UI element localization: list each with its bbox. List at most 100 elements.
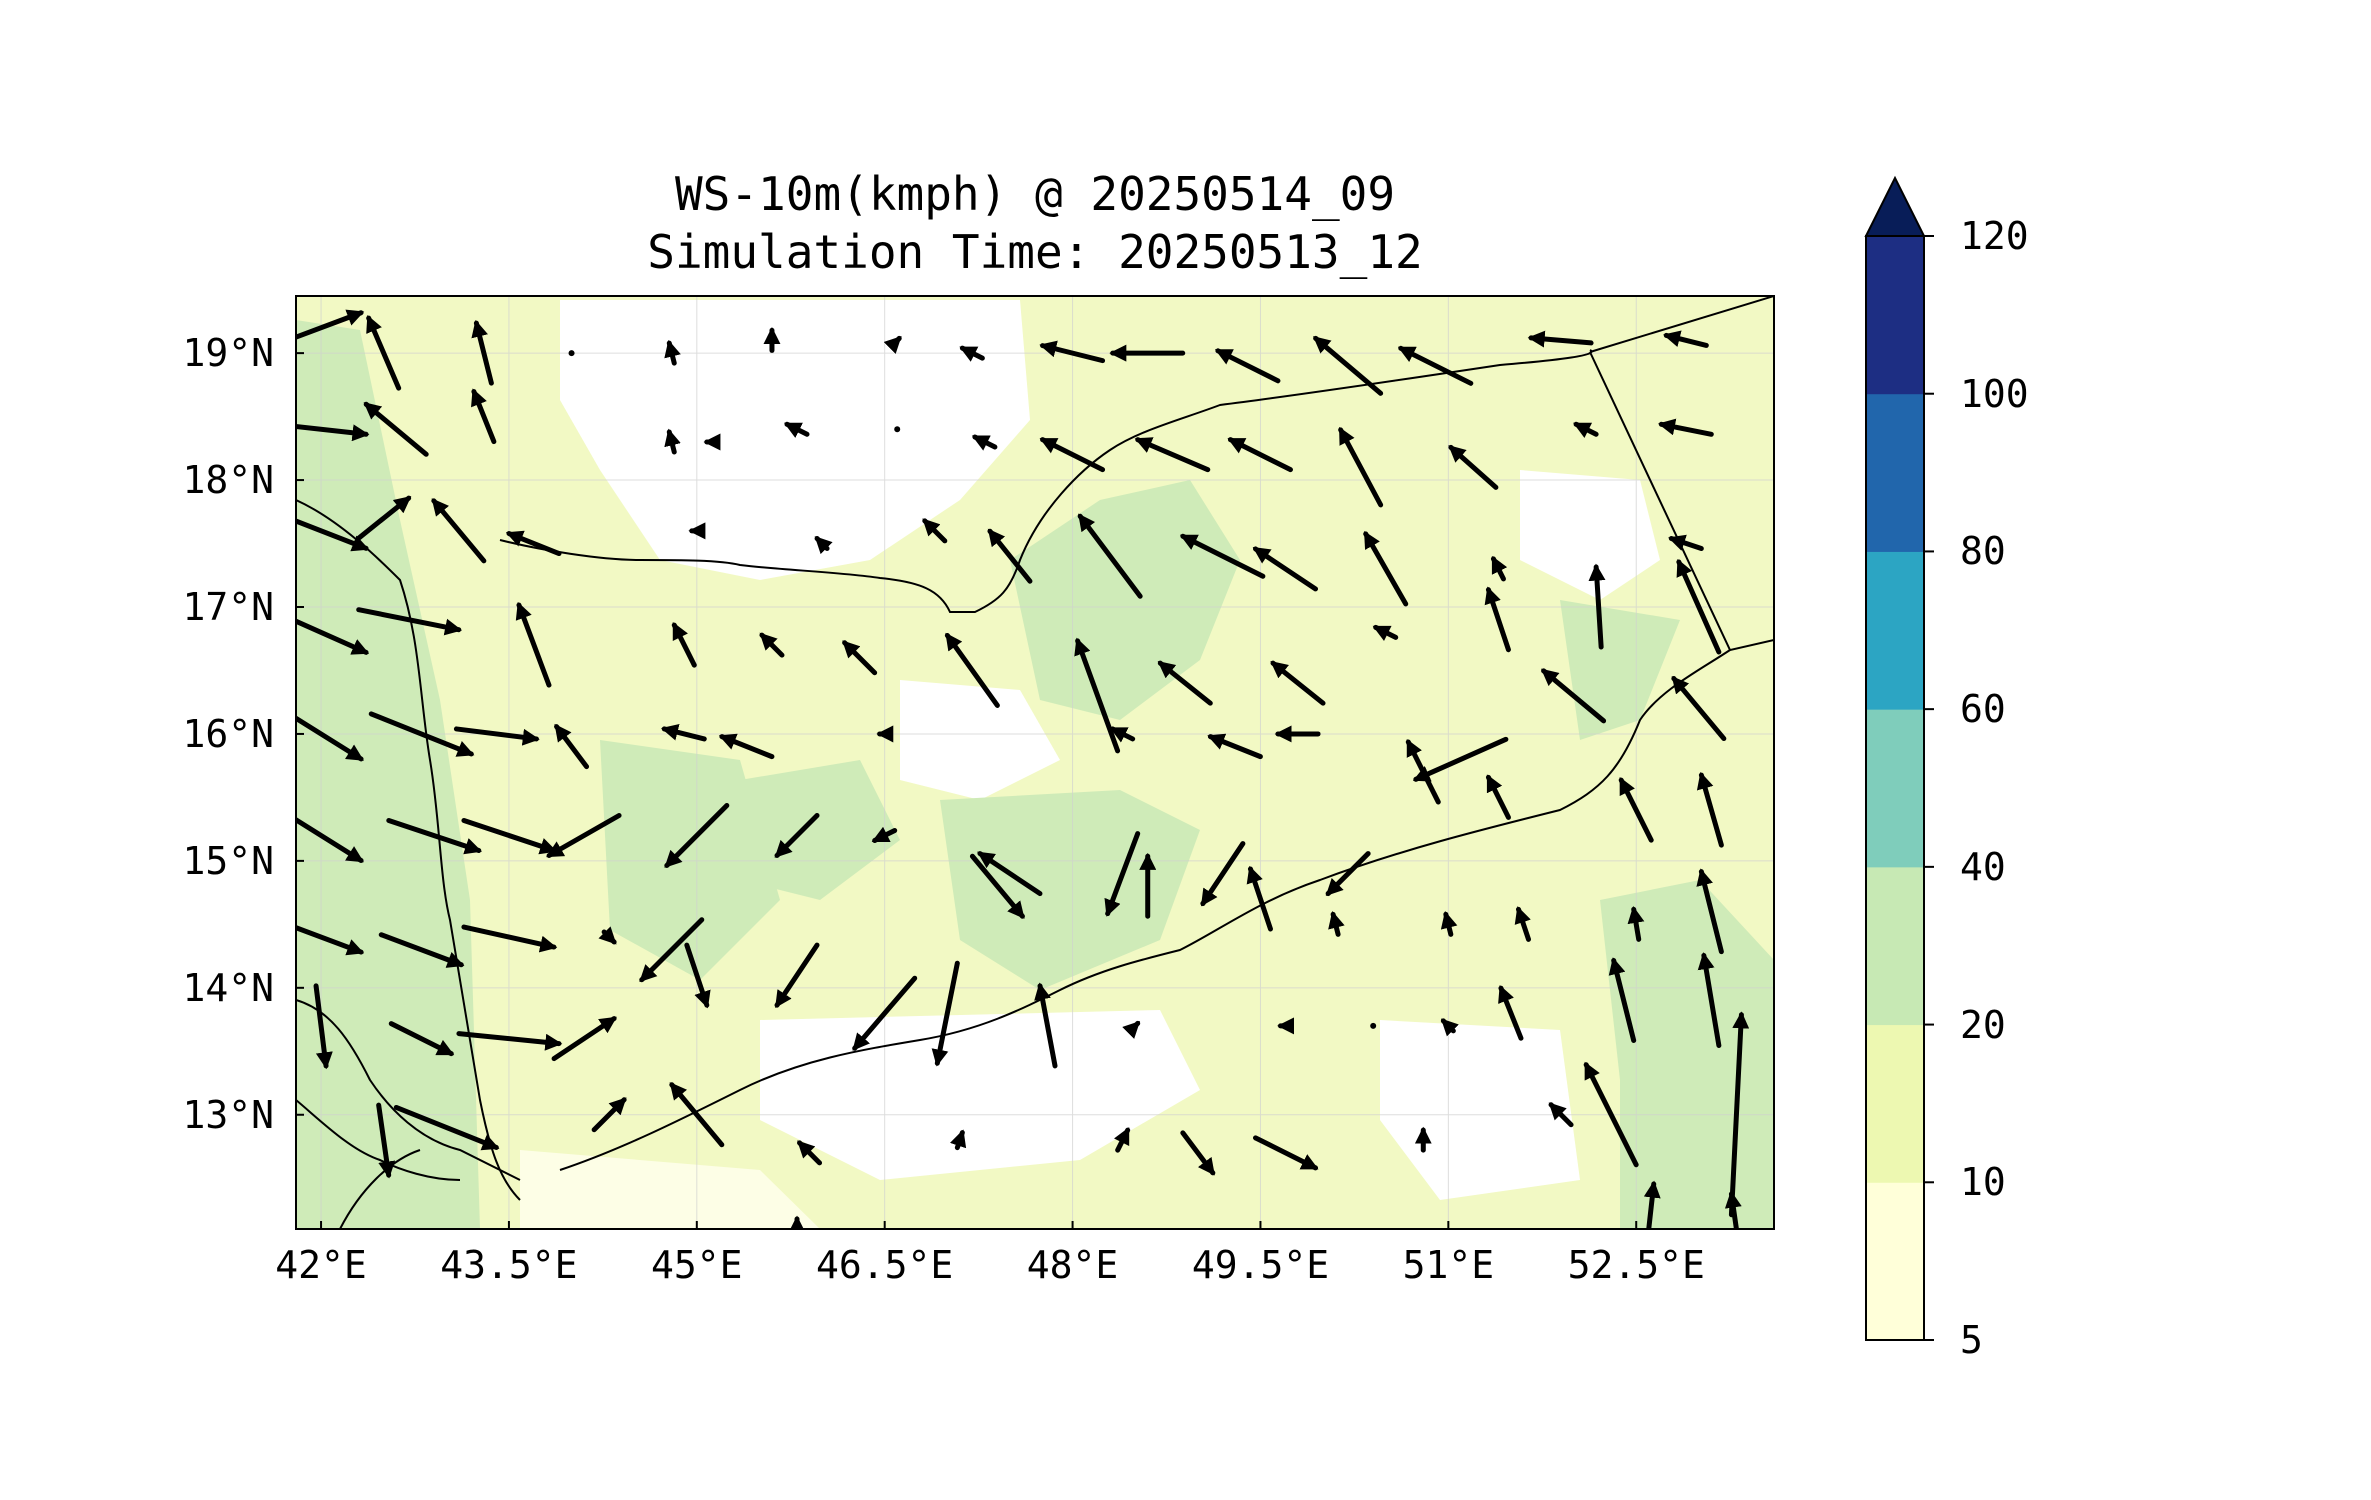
wind-vector [660,723,707,742]
moderate-speed-patch [740,760,900,900]
wind-vector [774,812,820,858]
colorbar-segment [1866,393,1924,552]
wind-vector [1583,1061,1639,1168]
moderate-speed-patch [296,320,480,1229]
wind-vector [971,434,998,451]
map-title-line1: WS-10m(kmph) @ 20250514_09 [674,167,1396,221]
wind-vector [1207,733,1263,760]
wind-vector [1448,444,1499,490]
latitude-tick-label: 17°N [182,585,274,629]
wind-vector [453,726,540,746]
wind-vector [591,1097,627,1133]
border-oman-saudi [1589,296,1774,353]
wind-vector [313,983,333,1070]
wind-vector [797,1140,823,1166]
wind-vector [1325,851,1371,897]
colorbar-segment [1866,866,1924,1026]
wind-vector [296,618,370,655]
coastline-africa [296,999,521,1181]
wind-vector [1724,1190,1742,1229]
wind-vector [944,632,1000,708]
wind-vector [598,926,617,945]
low-speed-patch [1380,1020,1580,1200]
colorbar-tick-label: 5 [1960,1318,1983,1362]
wind-vector [1180,1130,1216,1176]
border-djibouti [339,1149,421,1229]
wind-vector [718,733,775,760]
wind-vector [368,711,475,757]
wind-vector [1618,777,1654,843]
wind-vector [456,1031,563,1051]
wind-vector [1179,533,1266,579]
latitude-tick-label: 14°N [182,965,274,1010]
wind-vector [814,536,833,555]
wind-vector [393,1104,500,1151]
border-saudi-yemen [499,349,1593,613]
colorbar-segment [1866,1024,1924,1183]
wind-vector [356,495,412,541]
colorbar-tick-label: 120 [1960,214,2029,258]
wind-vector [1039,437,1106,473]
wind-vector [471,388,497,445]
wind-vector [883,335,902,355]
wind-vector [977,851,1043,897]
wind-vector [461,924,558,953]
wind-vector [378,932,465,968]
wind-vector [296,816,364,863]
wind-vector [969,853,1025,919]
wind-vector [356,607,463,636]
wind-vector [1372,624,1399,642]
map-frame [295,295,1775,1230]
wind-vector [1328,911,1345,937]
colorbar-tick-label: 10 [1960,1160,2006,1205]
wind-vector [515,601,552,688]
wind-speed-fill [296,300,1774,1229]
wind-vector [386,817,483,855]
wind-vector [1498,985,1524,1041]
wind-vector [774,942,820,1008]
wind-vector [894,426,901,433]
latitude-tick-label: 13°N [182,1092,274,1137]
wind-vector [568,350,575,357]
wind-vector [1122,1020,1141,1040]
low-speed-patch [900,680,1060,800]
wind-vector [296,518,370,552]
wind-vector [1397,345,1474,386]
moderate-speed-patch [600,740,780,980]
coastline-red-sea [296,499,521,1201]
wind-vector [1134,437,1211,473]
wind-vector [1668,534,1704,552]
wind-vector [1412,736,1509,782]
wind-vector [1573,421,1599,438]
colorbar-tick-label: 40 [1960,844,2006,889]
wind-vector [471,319,494,386]
wind-vector [1363,530,1409,607]
wind-vector [1440,911,1458,937]
colorbar-tick-label: 20 [1960,1002,2006,1047]
low-speed-patch [1520,470,1660,600]
wind-vector [959,345,985,362]
wind-vector [1588,563,1606,650]
low-speed-patch [560,300,1030,580]
colorbar-tick-label: 80 [1960,529,2006,574]
wind-vector [842,640,878,676]
wind-vector [1338,426,1384,508]
wind-vector [1548,1102,1574,1128]
wind-vector [1608,957,1637,1044]
wind-vector [366,314,402,391]
wind-vector [669,1082,725,1148]
wind-vector [431,498,487,564]
wind-vectors [296,309,1750,1229]
colorbar-segment [1866,709,1924,868]
wind-vector [852,975,918,1051]
wind-vector [1370,1022,1377,1029]
longitude-tick-label: 52.5°E [1567,1243,1705,1287]
wind-vector [1671,675,1727,742]
wind-vector [1663,330,1709,348]
wind-vector [1113,1127,1131,1153]
wind-vector [922,518,948,544]
wind-vector [551,1016,617,1062]
colorbar-tick-label: 60 [1960,687,2006,732]
latitude-tick-label: 18°N [182,458,274,503]
